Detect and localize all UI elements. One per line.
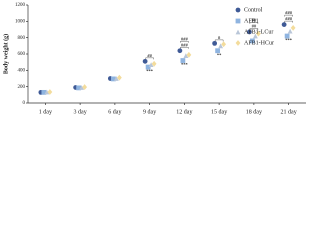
legend-marker bbox=[235, 29, 241, 35]
data-point bbox=[41, 89, 47, 95]
data-point bbox=[44, 89, 50, 95]
x-tick-label: 15 day bbox=[211, 109, 227, 115]
y-tick-label: 1000 bbox=[15, 19, 26, 24]
y-tick-label: 600 bbox=[18, 52, 26, 57]
legend-label: AFB1-HCur bbox=[244, 40, 274, 46]
data-point bbox=[116, 74, 122, 81]
legend-label: AFB1-LCur bbox=[244, 29, 273, 35]
data-point bbox=[284, 33, 290, 39]
legend-label: Control bbox=[244, 7, 263, 13]
data-point bbox=[177, 48, 183, 54]
data-point bbox=[82, 84, 88, 90]
x-tick-label: 3 day bbox=[74, 109, 87, 115]
data-point bbox=[76, 85, 82, 91]
annotation-bracket bbox=[214, 39, 224, 42]
annotation: ### bbox=[181, 42, 189, 47]
annotation-bracket bbox=[180, 47, 189, 49]
annotation: ## bbox=[252, 23, 257, 28]
annotation-bracket bbox=[145, 57, 154, 60]
annotation-bracket bbox=[284, 14, 293, 17]
x-tick-label: 18 day bbox=[246, 109, 262, 115]
annotation: ### bbox=[285, 16, 293, 21]
data-point bbox=[281, 22, 287, 27]
annotation: *** bbox=[146, 69, 154, 74]
y-tick-label: 1200 bbox=[15, 3, 26, 8]
data-point bbox=[79, 85, 85, 90]
data-point bbox=[215, 48, 221, 54]
x-tick-label: 9 day bbox=[143, 109, 156, 115]
data-point bbox=[151, 60, 157, 67]
annotation: ## bbox=[147, 53, 152, 58]
y-tick-label: 200 bbox=[18, 85, 26, 90]
data-point bbox=[148, 62, 154, 68]
data-point bbox=[186, 51, 192, 58]
x-tick-label: 12 day bbox=[176, 109, 192, 115]
x-tick-label: 1 day bbox=[39, 109, 52, 115]
data-point bbox=[183, 53, 189, 59]
data-point bbox=[212, 40, 218, 46]
x-tick-label: 6 day bbox=[108, 109, 121, 115]
annotation: ** bbox=[217, 52, 222, 57]
data-point bbox=[47, 89, 53, 95]
y-tick-label: 400 bbox=[18, 68, 26, 73]
data-point bbox=[221, 41, 227, 48]
data-point bbox=[249, 38, 255, 44]
data-point bbox=[142, 58, 148, 64]
data-point bbox=[110, 76, 116, 82]
legend-marker bbox=[235, 40, 241, 46]
y-tick-label: 0 bbox=[23, 101, 26, 106]
annotation-bracket bbox=[249, 22, 259, 24]
annotation: # bbox=[218, 35, 221, 40]
data-point bbox=[287, 28, 293, 34]
data-point bbox=[145, 64, 151, 70]
data-point bbox=[290, 24, 296, 31]
data-point bbox=[218, 43, 224, 49]
annotation-bracket bbox=[284, 20, 293, 23]
y-axis-label: Body weight (g) bbox=[2, 34, 9, 74]
annotation: *** bbox=[181, 62, 189, 67]
data-point bbox=[255, 30, 261, 37]
data-point bbox=[180, 58, 186, 63]
data-point bbox=[246, 29, 252, 35]
annotation: ### bbox=[181, 36, 189, 41]
data-point bbox=[252, 33, 258, 39]
annotation: ## bbox=[252, 17, 257, 22]
annotation: *** bbox=[285, 38, 293, 43]
x-tick-label: 21 day bbox=[281, 109, 297, 115]
legend-marker bbox=[235, 18, 241, 24]
y-tick-label: 800 bbox=[18, 36, 26, 41]
data-point bbox=[113, 76, 119, 81]
legend-label: AFB1 bbox=[244, 18, 259, 24]
annotation-bracket bbox=[249, 28, 259, 30]
legend-marker bbox=[235, 7, 241, 13]
annotation: ### bbox=[285, 10, 293, 15]
chart: Body weight (g) 0 200 400 600 800 1000 1200 1 d… bbox=[2, 3, 306, 115]
annotation-bracket bbox=[180, 41, 189, 43]
